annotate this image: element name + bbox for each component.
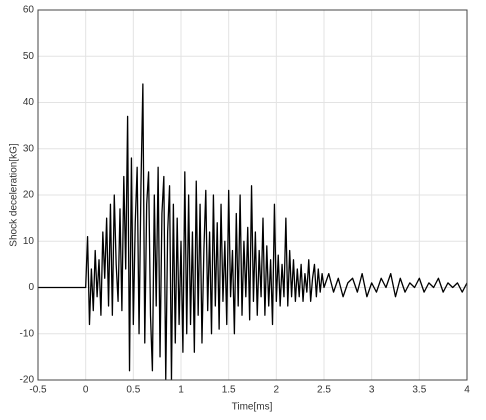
y-tick-label: -10 (20, 328, 35, 339)
y-tick-label: 50 (23, 51, 35, 62)
x-tick-label: 1.5 (222, 385, 236, 396)
x-tick-label: 1 (178, 385, 184, 396)
x-tick-label: 2 (274, 385, 280, 396)
y-tick-label: -20 (20, 375, 35, 386)
x-tick-label: 2.5 (317, 385, 331, 396)
y-tick-label: 10 (23, 236, 35, 247)
x-axis-label: Time[ms] (232, 402, 273, 413)
x-tick-label: 3 (369, 385, 375, 396)
y-tick-label: 40 (23, 97, 35, 108)
x-tick-label: -0.5 (29, 385, 47, 396)
y-tick-label: 30 (23, 143, 35, 154)
x-tick-label: 0 (83, 385, 89, 396)
x-tick-label: 4 (464, 385, 470, 396)
x-tick-label: 0.5 (126, 385, 140, 396)
y-tick-label: 60 (23, 5, 35, 16)
y-tick-label: 0 (28, 282, 34, 293)
x-tick-label: 3.5 (412, 385, 426, 396)
plot-frame (37, 9, 468, 381)
y-axis-label: Shock deceleration[kG] (9, 143, 20, 247)
y-tick-label: 20 (23, 190, 35, 201)
data-line (38, 83, 467, 380)
